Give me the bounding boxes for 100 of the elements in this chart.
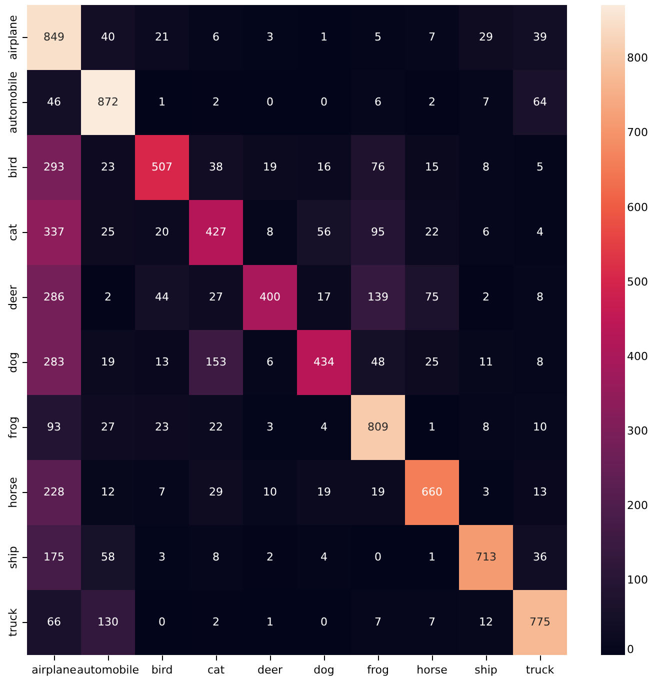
data-label: 20 <box>155 226 169 238</box>
data-label: 713 <box>476 550 496 564</box>
data-label: 775 <box>530 616 550 628</box>
data-label: 66 <box>47 616 61 628</box>
data-label: 48 <box>371 356 385 368</box>
y-tick-label: airplane <box>6 14 20 60</box>
data-label: 7 <box>428 30 436 44</box>
data-label: 93 <box>47 420 61 434</box>
data-label: 29 <box>209 486 223 498</box>
data-label: 8 <box>212 550 220 564</box>
data-label: 4 <box>320 550 328 564</box>
data-label: 1 <box>266 616 274 628</box>
x-tick-label: bird <box>151 664 173 676</box>
x-tick-label: truck <box>526 664 555 676</box>
data-label: 660 <box>422 486 442 498</box>
data-label: 1 <box>428 420 436 434</box>
data-label: 8 <box>536 290 544 304</box>
data-label: 39 <box>533 30 547 44</box>
data-label: 2 <box>212 616 220 628</box>
y-tick-label: automobile <box>6 71 20 134</box>
data-label: 3 <box>158 550 166 564</box>
data-label: 153 <box>206 356 226 368</box>
data-label: 2 <box>104 290 112 304</box>
data-label: 427 <box>206 226 226 238</box>
data-label: 76 <box>371 160 385 174</box>
color-bar-label: 500 <box>627 275 648 288</box>
data-label: 286 <box>44 290 64 304</box>
y-tick-label: frog <box>6 416 20 438</box>
data-label: 7 <box>374 616 382 628</box>
data-label: 13 <box>155 356 169 368</box>
y-tick-label: truck <box>6 608 20 637</box>
data-label: 809 <box>368 420 388 434</box>
data-label: 0 <box>320 96 328 108</box>
data-label: 13 <box>533 486 547 498</box>
data-label: 40 <box>101 30 115 44</box>
y-tick-label: deer <box>6 284 20 310</box>
data-label: 175 <box>44 550 64 564</box>
data-label: 434 <box>314 356 334 368</box>
data-label: 21 <box>155 30 169 44</box>
data-label: 3 <box>482 486 490 498</box>
data-label: 4 <box>320 420 328 434</box>
data-label: 27 <box>101 420 115 434</box>
data-label: 17 <box>317 290 331 304</box>
data-label: 27 <box>209 290 223 304</box>
data-label: 2 <box>212 96 220 108</box>
color-bar-label: 300 <box>627 424 648 438</box>
data-label: 1 <box>158 96 166 108</box>
data-label: 22 <box>209 420 223 434</box>
data-label: 23 <box>101 160 115 174</box>
data-label: 6 <box>212 30 220 44</box>
data-label: 10 <box>263 486 277 498</box>
data-label: 2 <box>266 550 274 564</box>
data-label: 2 <box>482 290 490 304</box>
data-label: 1 <box>428 550 436 564</box>
data-label: 11 <box>479 356 493 368</box>
data-label: 337 <box>44 226 64 238</box>
data-label: 3 <box>266 420 274 434</box>
color-bar-label: 700 <box>627 126 648 140</box>
data-label: 38 <box>209 160 223 174</box>
data-label: 0 <box>374 550 382 564</box>
data-label: 64 <box>533 96 547 108</box>
data-label: 12 <box>479 616 493 628</box>
color-bar-label: 200 <box>627 498 648 512</box>
data-label: 95 <box>371 226 385 238</box>
data-label: 5 <box>536 160 544 174</box>
data-label: 25 <box>425 356 439 368</box>
data-label: 8 <box>482 420 490 434</box>
data-label: 6 <box>482 226 490 238</box>
data-label: 19 <box>371 486 385 498</box>
data-label: 5 <box>374 30 382 44</box>
data-label: 293 <box>44 160 64 174</box>
color-bar-label: 800 <box>627 52 648 65</box>
data-label: 6 <box>374 96 382 108</box>
y-tick-label: horse <box>6 476 20 508</box>
x-tick-label: deer <box>257 664 283 676</box>
data-label: 7 <box>482 96 490 108</box>
data-label: 3 <box>266 30 274 44</box>
x-tick-label: airplane <box>32 664 77 676</box>
x-tick-label: frog <box>367 664 389 676</box>
data-label: 872 <box>98 96 118 108</box>
data-label: 29 <box>479 30 493 44</box>
data-label: 283 <box>44 356 64 368</box>
data-label: 8 <box>536 356 544 368</box>
y-tick-label: ship <box>6 546 20 569</box>
y-tick-label: bird <box>6 156 20 178</box>
data-label: 15 <box>425 160 439 174</box>
data-label: 36 <box>533 550 547 564</box>
data-label: 849 <box>44 30 64 44</box>
data-label: 2 <box>428 96 436 108</box>
data-label: 0 <box>158 616 166 628</box>
data-label: 75 <box>425 290 439 304</box>
x-tick-label: cat <box>207 664 226 676</box>
color-bar-label: 600 <box>627 200 648 214</box>
data-label: 19 <box>101 356 115 368</box>
data-label: 130 <box>98 616 118 628</box>
data-label: 22 <box>425 226 439 238</box>
data-label: 4 <box>536 226 544 238</box>
data-label: 6 <box>266 356 274 368</box>
data-label: 0 <box>320 616 328 628</box>
color-bar-label: 100 <box>627 573 648 586</box>
